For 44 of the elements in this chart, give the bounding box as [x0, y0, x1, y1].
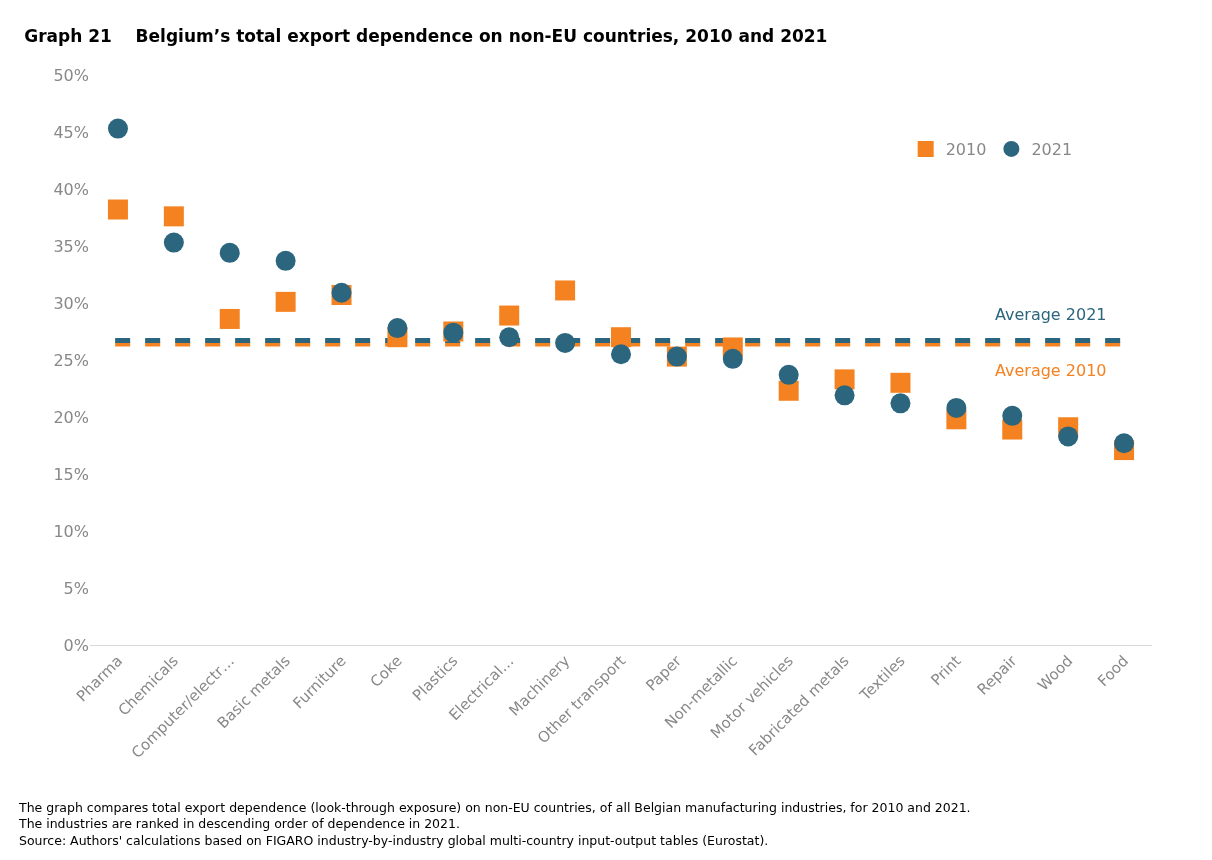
point	[834, 369, 855, 390]
y-tick-label: 35%	[53, 236, 89, 256]
y-tick-label: 5%	[63, 578, 89, 598]
point	[275, 291, 296, 312]
point	[555, 332, 576, 353]
y-tick-label: 15%	[53, 464, 89, 484]
legend-label: 2010	[945, 140, 987, 160]
y-tick-label: 10%	[53, 521, 89, 541]
point	[499, 305, 520, 326]
point	[275, 250, 296, 271]
point	[163, 206, 184, 227]
point	[778, 364, 799, 385]
chart-title: Graph 21 Belgium’s total export dependence on non-EU countries, 2010 and 2021	[24, 26, 828, 46]
point	[107, 199, 128, 220]
point	[387, 318, 408, 339]
point	[1058, 426, 1079, 447]
y-tick-label: 25%	[53, 350, 89, 370]
legend-label: 2021	[1031, 140, 1073, 160]
point	[611, 344, 631, 365]
point	[219, 242, 240, 263]
y-tick-label: 0%	[63, 635, 89, 655]
y-tick-label: 20%	[53, 407, 89, 427]
y-tick-label: 50%	[53, 65, 89, 85]
point	[834, 385, 855, 406]
ref-line-label: Average 2010	[995, 361, 1107, 380]
y-tick-label: 40%	[53, 179, 89, 199]
point	[611, 327, 631, 348]
point	[163, 232, 184, 253]
source-note: Source: Authors' calculations based on FIGARO industry-by-industry global multi-country input-output tables (Eurostat).	[19, 832, 769, 848]
point	[499, 327, 520, 348]
text: The graph compares total export dependence (look-through exposure) on non-EU countries, of all Belgian manufacturing industries, for 2010 and 2021. The industries are ranked in descending order of dependence in 2021.	[18, 800, 971, 832]
point	[107, 118, 128, 139]
y-tick-label: 30%	[53, 293, 89, 313]
point	[946, 397, 967, 418]
point	[1114, 433, 1135, 454]
point	[890, 393, 911, 414]
point	[555, 280, 576, 301]
y-tick-label: 45%	[53, 122, 89, 142]
point	[722, 348, 743, 369]
point	[890, 372, 911, 393]
point	[219, 308, 240, 329]
point	[778, 380, 799, 401]
ref-line-label: Average 2021	[995, 305, 1107, 324]
point	[1002, 405, 1023, 426]
